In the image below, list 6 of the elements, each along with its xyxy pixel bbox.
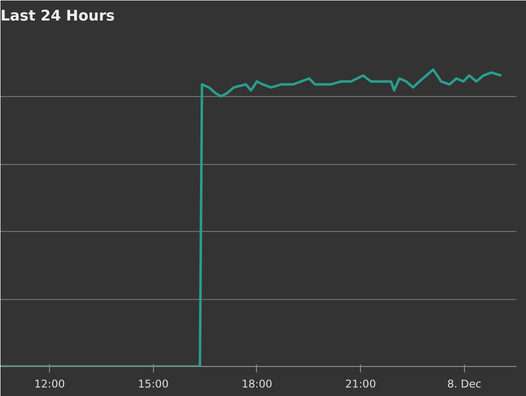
x-tick-label: 8. Dec	[447, 378, 482, 390]
x-tick-label: 15:00	[138, 378, 169, 390]
x-tick-label: 21:00	[345, 378, 376, 390]
x-tick-label: 12:00	[34, 378, 66, 390]
x-tick-label: 18:00	[242, 378, 273, 390]
chart-title: Last 24 Hours	[0, 8, 116, 24]
